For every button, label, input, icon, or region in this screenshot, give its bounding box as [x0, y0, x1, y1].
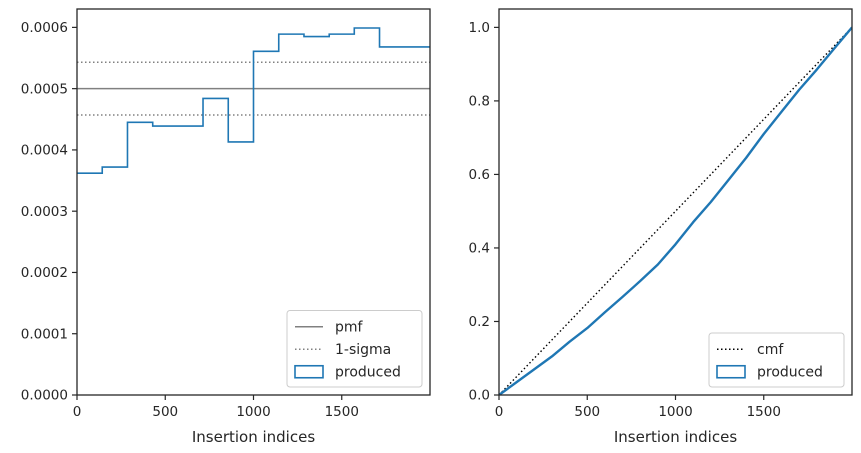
y-tick-label: 0.0002	[21, 265, 68, 281]
produced-histogram	[77, 27, 430, 175]
x-tick-label: 500	[152, 404, 178, 420]
y-tick-label: 0.0004	[21, 143, 68, 159]
legend-produced-swatch	[294, 364, 324, 379]
y-tick-label: 0.0006	[21, 20, 68, 36]
legend-produced-swatch	[716, 364, 746, 379]
y-tick-label: 0.4	[469, 241, 490, 257]
x-tick-label: 0	[73, 404, 82, 420]
legend-label: 1-sigma	[335, 342, 391, 358]
legend-label: cmf	[757, 342, 784, 358]
x-tick-label: 1000	[236, 404, 270, 420]
legend-label: pmf	[335, 320, 364, 336]
y-tick-label: 0.0005	[21, 81, 68, 97]
legend-box	[286, 310, 423, 388]
x-tick-label: 1000	[658, 404, 692, 420]
plot-area	[77, 27, 430, 175]
y-tick-label: 0.0001	[21, 326, 68, 342]
y-tick-label: 0.0003	[21, 204, 68, 220]
y-tick-label: 0.8	[469, 94, 490, 110]
plot-area	[499, 26, 852, 395]
y-tick-label: 0.2	[469, 314, 490, 330]
x-tick-label: 500	[574, 404, 600, 420]
legend-label: produced	[335, 365, 401, 381]
legend: pmf 1-sigma produced	[286, 310, 423, 388]
x-tick-label: 1500	[747, 404, 781, 420]
histogram-panel: 0 500 1000 1500 0.0000 0.0001 0.0002 0.0003 0.00…	[21, 8, 431, 446]
x-tick-label: 1500	[325, 404, 359, 420]
y-tick-label: 0.0	[469, 388, 490, 404]
legend: cmf produced	[708, 332, 845, 388]
x-axis-label: Insertion indices	[192, 428, 315, 446]
y-tick-label: 0.6	[469, 167, 490, 183]
legend-label: produced	[757, 365, 823, 381]
x-axis-label: Insertion indices	[614, 428, 737, 446]
legend-box	[708, 332, 845, 388]
cumulative-panel: 0 500 1000 1500 0.0 0.2 0.4 0.6 0.8 1.0 Insertion …	[469, 8, 853, 446]
x-tick-label: 0	[495, 404, 504, 420]
cmf-line	[499, 26, 852, 395]
y-tick-label: 0.0000	[21, 388, 68, 404]
y-tick-label: 1.0	[469, 20, 490, 36]
